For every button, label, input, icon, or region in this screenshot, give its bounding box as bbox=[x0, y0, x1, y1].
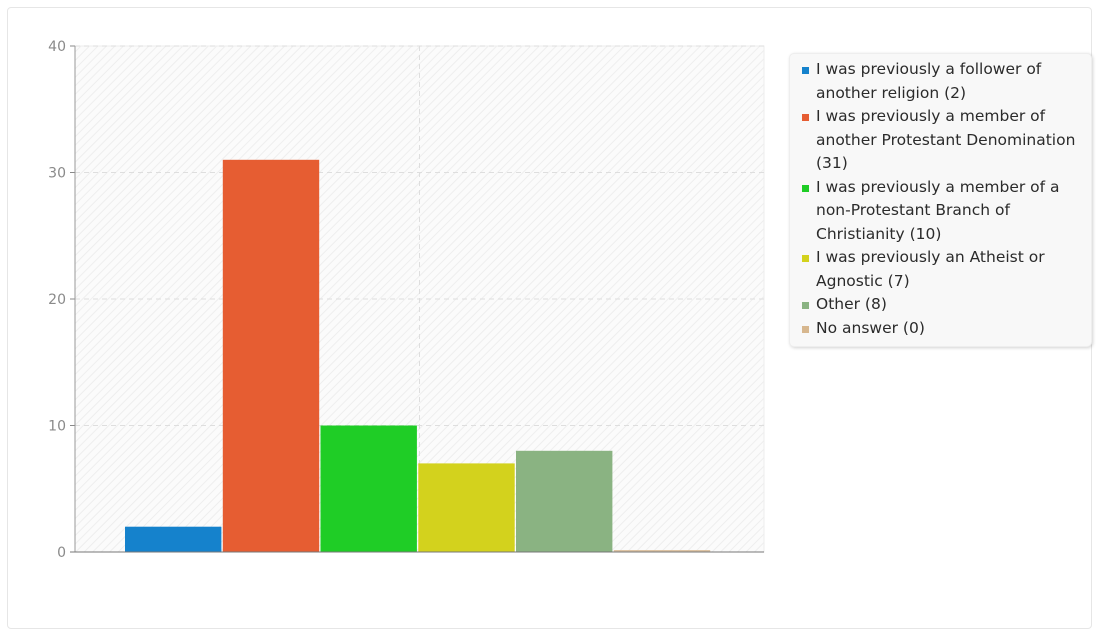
bar-5[interactable] bbox=[516, 450, 613, 552]
bar-2[interactable] bbox=[222, 159, 320, 553]
y-tick-label-10: 10 bbox=[48, 419, 66, 435]
legend-label-6: No answer (0) bbox=[816, 318, 925, 337]
y-tick-label-20: 20 bbox=[48, 292, 66, 308]
chart-card: 0 10 20 30 40 I was previously a follower of… bbox=[7, 7, 1092, 629]
legend-swatch-2 bbox=[802, 114, 809, 121]
legend-item-6[interactable]: No answer (0) bbox=[800, 317, 1083, 341]
bar-1[interactable] bbox=[125, 526, 222, 552]
legend-swatch-3 bbox=[802, 184, 809, 192]
legend-swatch-6 bbox=[802, 325, 809, 333]
legend-item-5[interactable]: Other (8) bbox=[800, 293, 1083, 317]
y-tick-label-30: 30 bbox=[48, 166, 66, 182]
legend-label-3: I was previously a member of a non-Prote… bbox=[816, 177, 1060, 243]
grid-lines bbox=[75, 45, 764, 552]
y-tick-label-0: 0 bbox=[57, 545, 66, 561]
legend-item-1[interactable]: I was previously a follower of another r… bbox=[800, 58, 1083, 105]
bars bbox=[125, 159, 711, 553]
y-tick-labels: 0 10 20 30 40 bbox=[48, 39, 66, 561]
legend: I was previously a follower of another r… bbox=[789, 53, 1092, 347]
legend-swatch-1 bbox=[802, 67, 809, 74]
legend-item-2[interactable]: I was previously a member of another Pro… bbox=[800, 105, 1083, 176]
legend-swatch-4 bbox=[802, 255, 809, 262]
bar-6[interactable] bbox=[613, 550, 711, 552]
legend-label-1: I was previously a follower of another r… bbox=[816, 60, 1042, 102]
legend-label-4: I was previously an Atheist or Agnostic … bbox=[816, 248, 1045, 290]
bar-4[interactable] bbox=[418, 463, 515, 552]
y-tick-label-40: 40 bbox=[48, 39, 66, 55]
legend-label-5: Other (8) bbox=[816, 295, 887, 313]
bar-chart: 0 10 20 30 40 bbox=[48, 39, 765, 561]
legend-swatch-5 bbox=[802, 302, 809, 309]
legend-label-2: I was previously a member of another Pro… bbox=[816, 107, 1076, 172]
legend-item-3[interactable]: I was previously a member of a non-Prote… bbox=[800, 176, 1083, 247]
axes bbox=[70, 45, 764, 553]
legend-item-4[interactable]: I was previously an Atheist or Agnostic … bbox=[800, 246, 1083, 293]
bar-3[interactable] bbox=[320, 425, 417, 553]
